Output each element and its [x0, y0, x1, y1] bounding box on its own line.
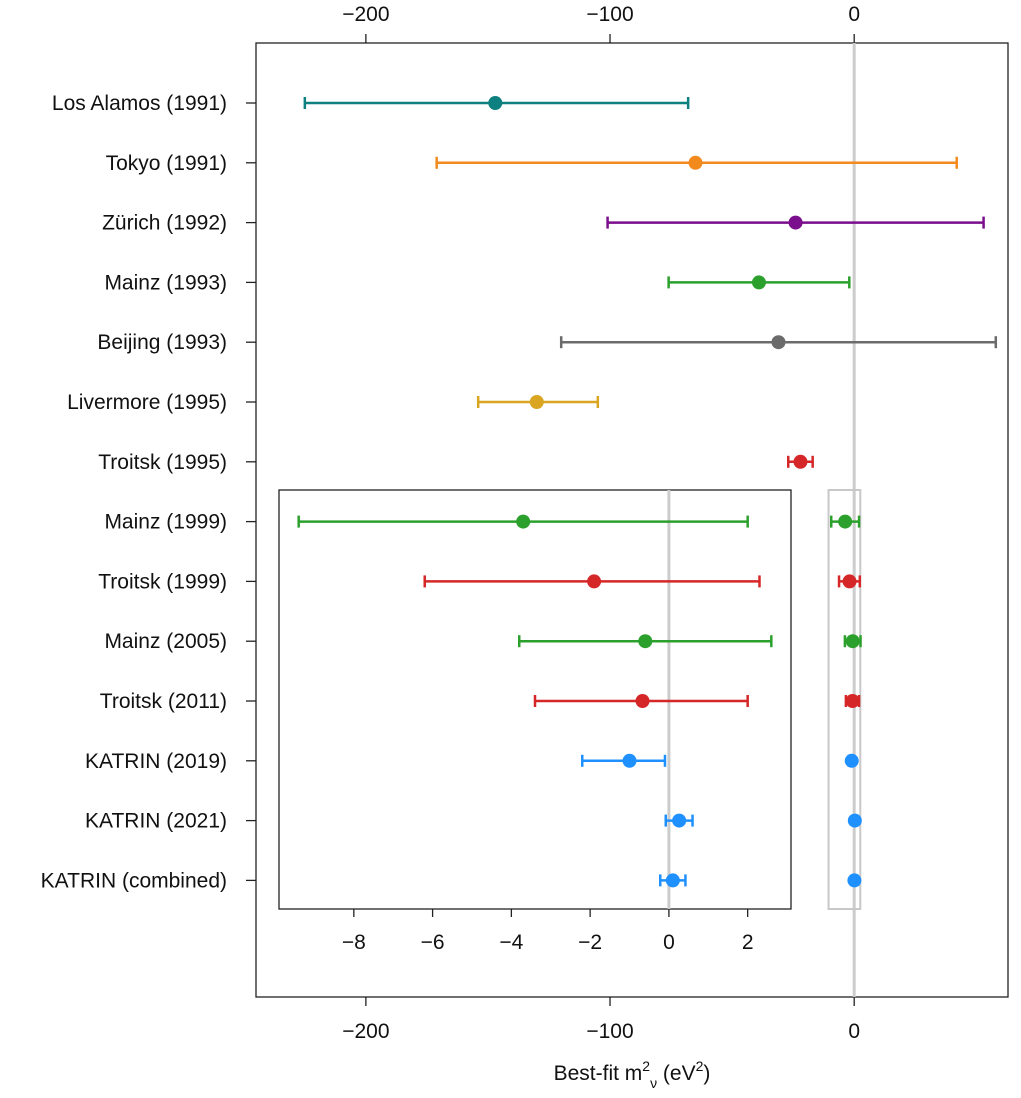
data-point [847, 813, 862, 828]
inset-tick-label: 2 [742, 931, 754, 954]
inset-error-bars [297, 514, 773, 888]
data-point [529, 395, 544, 409]
category-label: KATRIN (combined) [41, 869, 227, 892]
data-point [688, 155, 703, 170]
category-label: Livermore (1995) [67, 391, 227, 414]
inset-data-point [622, 753, 637, 768]
category-label: Los Alamos (1991) [52, 92, 227, 115]
bottom-tick-label: 0 [848, 1020, 860, 1043]
inset-tick-label: 0 [663, 931, 675, 954]
top-tick-label: −200 [342, 3, 389, 26]
category-label: Troitsk (2011) [100, 690, 227, 713]
inset-data-point [665, 873, 680, 888]
plot-frame [255, 42, 1009, 998]
data-point [788, 215, 803, 230]
bottom-tick-label: −200 [342, 1020, 389, 1043]
data-point [793, 454, 808, 469]
data-point [844, 753, 859, 768]
category-label: KATRIN (2019) [85, 750, 227, 773]
inset-data-point [587, 574, 602, 589]
data-point [842, 574, 857, 589]
inset-data-point [672, 813, 687, 828]
inset-data-point [638, 634, 653, 649]
data-point [845, 694, 860, 708]
data-point [838, 514, 853, 529]
category-label: Beijing (1993) [97, 331, 227, 354]
inset-data-point [635, 694, 650, 708]
category-label: Zürich (1992) [102, 212, 227, 235]
category-label: Troitsk (1995) [98, 451, 227, 474]
category-label: KATRIN (2021) [85, 810, 227, 833]
inset-tick-label: −2 [578, 931, 602, 954]
top-axis-ticks: −200 −100 0 [342, 3, 860, 43]
data-point [751, 275, 766, 290]
x-axis-title: Best-fit m2ν (eV2) [554, 1058, 711, 1091]
x-axis-title-sup: 2 [642, 1058, 650, 1074]
category-label: Mainz (1999) [104, 511, 227, 534]
x-axis-title-unit-sup: 2 [696, 1058, 704, 1074]
bottom-tick-label: −100 [586, 1020, 633, 1043]
x-axis-title-unit-open: (eV [657, 1062, 696, 1085]
category-label: Mainz (2005) [104, 630, 227, 653]
x-axis-title-main: Best-fit m [554, 1062, 643, 1085]
inset-tick-label: −6 [421, 931, 445, 954]
data-point [845, 634, 860, 649]
main-error-bars [303, 96, 998, 888]
x-axis-title-sub: ν [650, 1075, 657, 1091]
inset-tick-label: −8 [342, 931, 366, 954]
inset-panel: −8 −6 −4 −2 0 2 [278, 489, 792, 954]
top-tick-label: 0 [848, 3, 860, 26]
category-label: Mainz (1993) [104, 271, 227, 294]
x-axis-title-unit-close: ) [703, 1062, 710, 1085]
inset-tick-label: −4 [499, 931, 523, 954]
data-point [488, 96, 503, 110]
inset-data-point [516, 514, 531, 529]
category-labels: Los Alamos (1991) Tokyo (1991) Zürich (199… [41, 92, 256, 892]
data-point [771, 335, 786, 350]
category-label: Tokyo (1991) [106, 152, 227, 175]
bottom-axis-ticks: −200 −100 0 [342, 997, 860, 1043]
category-label: Troitsk (1999) [98, 570, 227, 593]
inset-axis-ticks: −8 −6 −4 −2 0 2 [342, 909, 754, 954]
data-point [847, 873, 862, 888]
top-tick-label: −100 [586, 3, 633, 26]
